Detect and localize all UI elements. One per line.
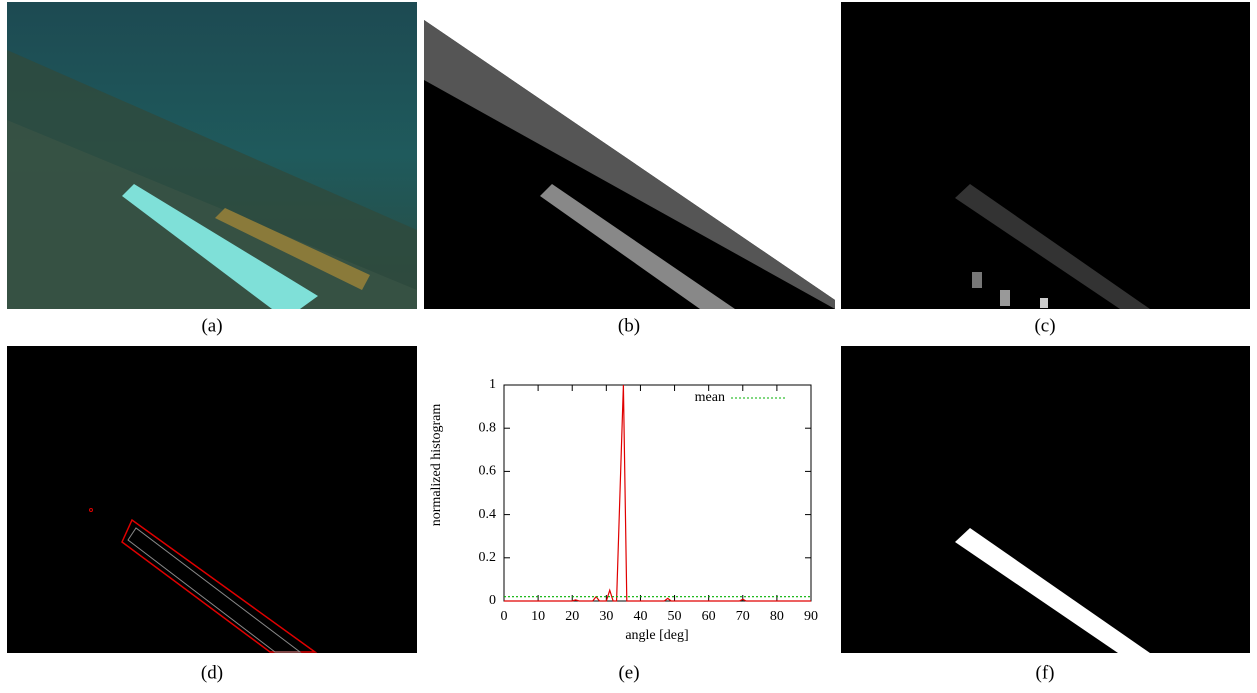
chart-e: normalized histogram angle [deg] 0 0.2 0.4… (429, 377, 818, 643)
panel-label: (b) (618, 315, 640, 336)
plot-frame (504, 385, 811, 601)
y-tick-label: 1 (489, 377, 496, 392)
x-tick-label: 30 (599, 609, 613, 624)
image-d (7, 346, 417, 653)
series-line (504, 385, 811, 601)
photo-a (7, 2, 417, 309)
y-tick-label: 0.2 (479, 550, 497, 565)
x-axis-label: angle [deg] (625, 628, 688, 643)
panel-label: (f) (1036, 662, 1055, 683)
x-tick-label: 10 (531, 609, 545, 624)
panel-label: (c) (1034, 315, 1055, 336)
y-tick-label: 0.8 (479, 420, 497, 435)
x-tick-label: 50 (668, 609, 682, 624)
panel-label: (a) (201, 315, 222, 336)
image-f (841, 346, 1250, 653)
y-axis-label: normalized histogram (429, 404, 444, 527)
x-tick-label: 90 (804, 609, 818, 624)
image-c (841, 2, 1250, 309)
x-tick-label: 80 (770, 609, 784, 624)
panel-label: (d) (201, 662, 223, 683)
y-tick-label: 0.4 (479, 507, 497, 522)
x-tick-label: 20 (565, 609, 579, 624)
legend-label: mean (695, 390, 725, 405)
x-tick-label: 40 (633, 609, 647, 624)
image-b (424, 2, 835, 309)
x-tick-label: 60 (702, 609, 716, 624)
panel-label: (e) (618, 662, 639, 683)
x-tick-label: 0 (501, 609, 508, 624)
figure: normalized histogram angle [deg] 0 0.2 0.4… (0, 0, 1257, 693)
x-tick-label: 70 (736, 609, 750, 624)
y-tick-label: 0 (489, 593, 496, 608)
figure-canvas: normalized histogram angle [deg] 0 0.2 0.4… (0, 0, 1257, 693)
y-tick-label: 0.6 (479, 464, 497, 479)
